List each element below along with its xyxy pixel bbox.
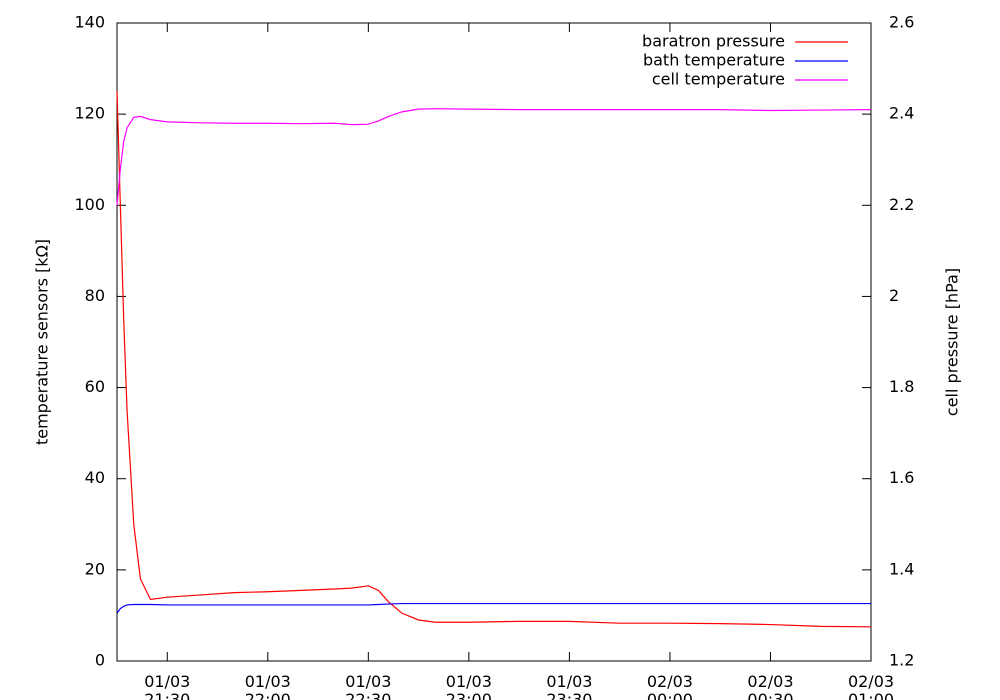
y2-tick-label: 2.2 <box>889 195 914 214</box>
x-tick-label: 01/03 23:30 <box>546 672 592 700</box>
y-tick-label: 40 <box>85 468 105 487</box>
x-tick-label: 01/03 22:00 <box>245 672 291 700</box>
y-axis-label: temperature sensors [kΩ] <box>33 239 52 445</box>
series-line <box>116 108 872 206</box>
x-tick-label: 02/03 01:00 <box>848 672 894 700</box>
y2-tick-label: 1.8 <box>889 377 914 396</box>
y2-tick-label: 1.6 <box>889 468 914 487</box>
y-tick-label: 60 <box>85 377 105 396</box>
y2-tick-label: 2 <box>889 286 899 305</box>
y2-tick-label: 1.2 <box>889 651 914 670</box>
y-tick-label: 20 <box>85 559 105 578</box>
y-tick-label: 80 <box>85 286 105 305</box>
y-tick-label: 120 <box>74 104 105 123</box>
legend-label: bath temperature <box>643 51 785 70</box>
y2-tick-label: 1.4 <box>889 559 914 578</box>
series-line <box>116 602 871 614</box>
x-tick-label: 01/03 22:30 <box>345 672 391 700</box>
x-tick-label: 02/03 00:00 <box>647 672 693 700</box>
y-tick-label: 140 <box>74 13 105 32</box>
y2-axis-label: cell pressure [hPa] <box>943 268 962 416</box>
series-line <box>116 91 872 628</box>
y-tick-label: 0 <box>95 651 105 670</box>
y2-tick-label: 2.4 <box>889 104 914 123</box>
x-tick-label: 01/03 23:00 <box>446 672 492 700</box>
x-tick-label: 01/03 21:30 <box>144 672 190 700</box>
x-tick-label: 02/03 00:30 <box>747 672 793 700</box>
plot-frame <box>116 22 872 662</box>
y-tick-label: 100 <box>74 195 105 214</box>
y2-tick-label: 2.6 <box>889 13 914 32</box>
legend-label: cell temperature <box>652 70 785 89</box>
legend-label: baratron pressure <box>642 32 785 51</box>
